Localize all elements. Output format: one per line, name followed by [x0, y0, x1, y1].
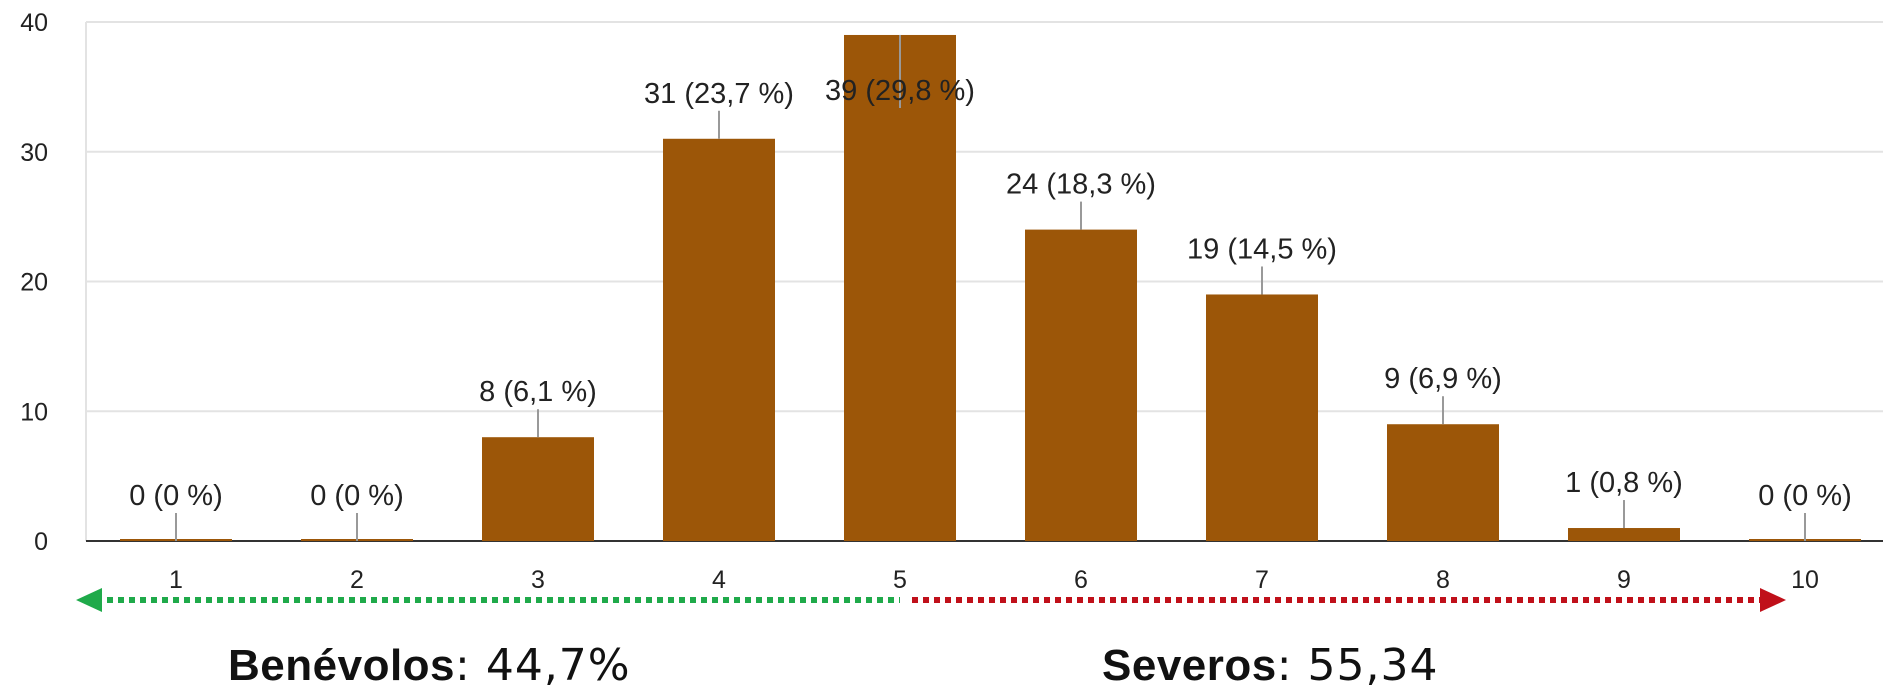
bar [482, 437, 594, 541]
data-label: 24 (18,3 %) [1006, 169, 1156, 201]
data-label: 39 (29,8 %) [825, 75, 975, 107]
data-label: 19 (14,5 %) [1187, 233, 1337, 265]
x-tick-label: 1 [169, 566, 183, 594]
x-tick-label: 4 [712, 566, 726, 594]
bar [1568, 528, 1680, 541]
label-leaders [175, 34, 1806, 541]
x-tick-label: 9 [1617, 566, 1631, 594]
benevolos-value: : 44,7% [455, 640, 631, 691]
data-label: 8 (6,1 %) [479, 376, 597, 408]
data-label: 1 (0,8 %) [1565, 467, 1683, 499]
arrow-left-icon [76, 588, 102, 612]
arrow-right-icon [1760, 588, 1786, 612]
data-label: 0 (0 %) [310, 480, 403, 512]
bar [1206, 294, 1318, 541]
scale-arrows [76, 588, 1786, 612]
x-tick-label: 3 [531, 566, 545, 594]
benevolos-label: Benévolos [228, 641, 456, 690]
data-label: 9 (6,9 %) [1384, 363, 1502, 395]
data-label: 0 (0 %) [1758, 480, 1851, 512]
bar [663, 138, 775, 541]
x-tick-label: 7 [1255, 566, 1269, 594]
data-label: 31 (23,7 %) [644, 78, 794, 110]
x-tick-label: 2 [350, 566, 364, 594]
x-axis-ticks: 1 2 3 4 5 6 7 8 9 10 [169, 566, 1819, 594]
x-tick-label: 10 [1791, 566, 1819, 594]
severos-label: Severos [1102, 641, 1277, 690]
bar [1387, 424, 1499, 541]
bars [120, 34, 1861, 541]
summary-severos: Severos: 55,34 [1102, 640, 1439, 691]
summary-benevolos: Benévolos: 44,7% [228, 640, 631, 691]
y-tick-label: 20 [20, 269, 48, 297]
y-tick-label: 40 [20, 9, 48, 37]
y-tick-label: 0 [34, 528, 48, 556]
bar [844, 34, 956, 541]
severos-value: : 55,34 [1276, 640, 1439, 691]
y-axis-ticks: 0 10 20 30 40 [20, 9, 48, 556]
data-labels: 0 (0 %) 0 (0 %) 8 (6,1 %) 31 (23,7 %) 39 (29… [129, 75, 1851, 512]
data-label: 0 (0 %) [129, 480, 222, 512]
bar [1025, 229, 1137, 541]
x-tick-label: 8 [1436, 566, 1450, 594]
gridlines [85, 21, 1883, 541]
x-tick-label: 5 [893, 566, 907, 594]
y-tick-label: 10 [20, 398, 48, 426]
x-tick-label: 6 [1074, 566, 1088, 594]
y-tick-label: 30 [20, 139, 48, 167]
